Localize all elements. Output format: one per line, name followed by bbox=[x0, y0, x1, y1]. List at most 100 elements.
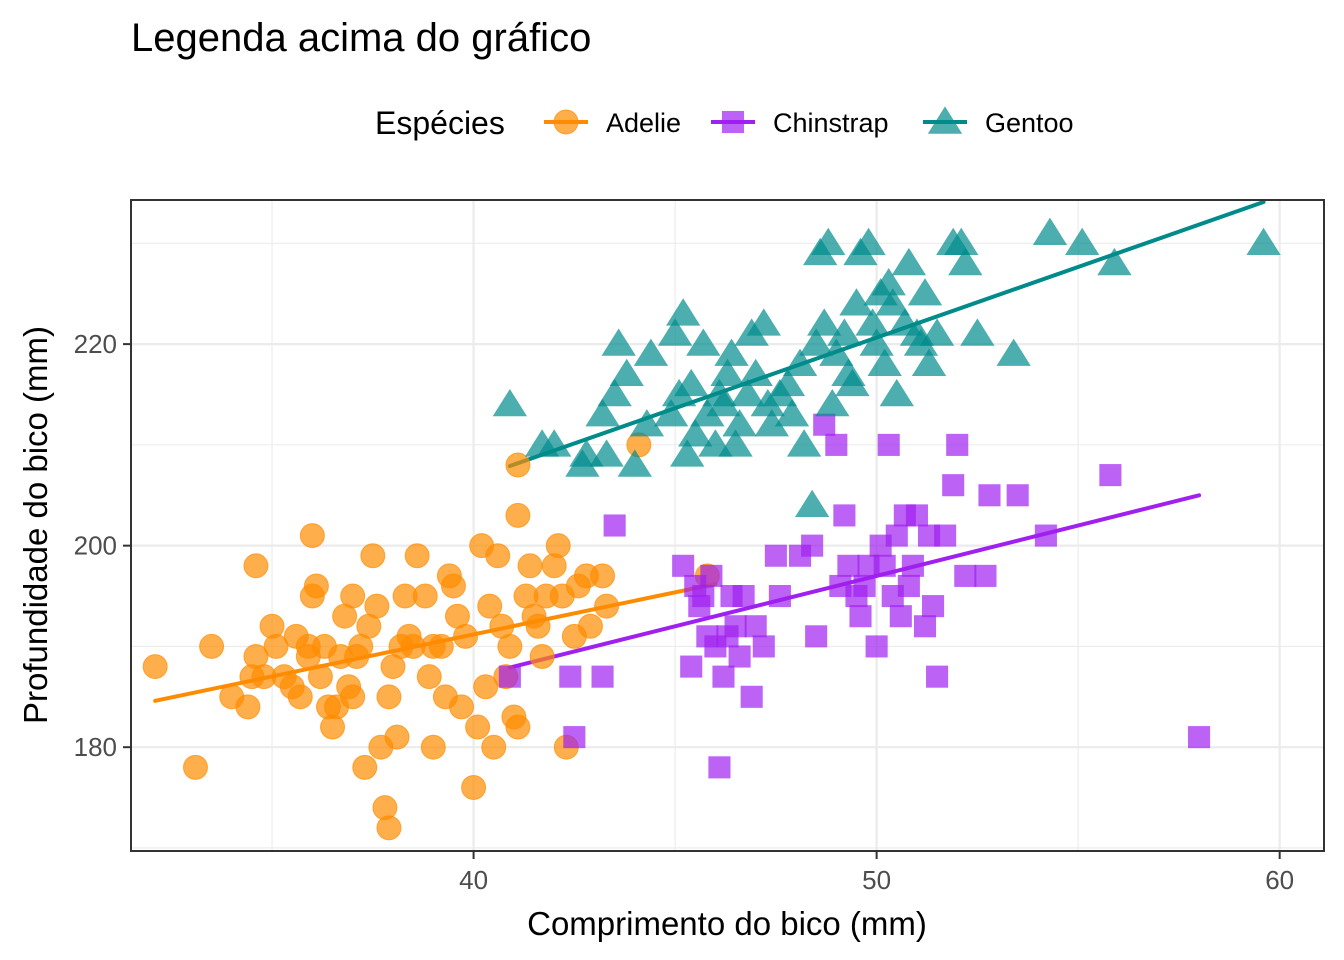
point-adelie bbox=[344, 644, 370, 670]
point-gentoo bbox=[734, 318, 769, 346]
point-chinstrap bbox=[716, 625, 739, 648]
point-gentoo bbox=[815, 388, 850, 417]
point-adelie bbox=[287, 684, 313, 710]
point-gentoo bbox=[690, 399, 725, 427]
point-chinstrap bbox=[728, 645, 751, 668]
point-gentoo bbox=[891, 247, 927, 276]
point-adelie bbox=[428, 633, 454, 659]
point-adelie bbox=[199, 633, 225, 659]
point-gentoo bbox=[670, 439, 705, 467]
point-chinstrap bbox=[833, 504, 856, 527]
point-chinstrap bbox=[740, 685, 763, 708]
point-adelie bbox=[453, 623, 479, 649]
point-chinstrap bbox=[881, 585, 904, 608]
point-gentoo bbox=[653, 399, 689, 427]
point-adelie bbox=[565, 573, 591, 599]
legend-title: Espécies bbox=[375, 105, 505, 141]
point-gentoo bbox=[786, 429, 822, 457]
point-adelie bbox=[577, 613, 603, 639]
legend-label-chinstrap: Chinstrap bbox=[773, 108, 889, 138]
point-gentoo bbox=[859, 328, 894, 356]
point-chinstrap bbox=[801, 534, 824, 557]
y-tick-label: 220 bbox=[74, 329, 117, 359]
point-adelie bbox=[376, 815, 402, 841]
point-gentoo bbox=[674, 368, 709, 397]
legend-key-gentoo bbox=[927, 106, 963, 134]
point-adelie bbox=[489, 613, 515, 639]
point-gentoo bbox=[722, 409, 757, 437]
point-gentoo bbox=[839, 288, 874, 316]
point-adelie bbox=[432, 684, 458, 710]
point-gentoo bbox=[1097, 247, 1132, 276]
point-chinstrap bbox=[563, 726, 586, 749]
point-gentoo bbox=[944, 227, 979, 256]
point-gentoo bbox=[770, 368, 806, 397]
point-adelie bbox=[525, 613, 551, 639]
point-gentoo bbox=[871, 268, 906, 296]
point-chinstrap bbox=[978, 484, 1001, 507]
point-adelie bbox=[420, 734, 446, 760]
point-gentoo bbox=[617, 449, 652, 477]
point-gentoo bbox=[678, 419, 713, 447]
point-adelie bbox=[517, 553, 543, 579]
point-adelie bbox=[505, 502, 531, 528]
point-gentoo bbox=[706, 388, 741, 417]
point-adelie bbox=[182, 754, 208, 780]
point-chinstrap bbox=[1099, 464, 1122, 487]
point-adelie bbox=[481, 734, 507, 760]
point-gentoo bbox=[633, 338, 669, 366]
point-gentoo bbox=[754, 409, 789, 437]
point-adelie bbox=[235, 694, 261, 720]
point-adelie bbox=[295, 644, 321, 670]
point-gentoo bbox=[629, 409, 665, 437]
point-gentoo bbox=[597, 378, 632, 407]
point-chinstrap bbox=[922, 595, 945, 618]
point-gentoo bbox=[875, 288, 910, 316]
data-points bbox=[142, 217, 1281, 841]
point-chinstrap bbox=[853, 574, 876, 598]
point-gentoo bbox=[730, 378, 765, 407]
point-chinstrap bbox=[1034, 524, 1057, 547]
point-gentoo bbox=[1065, 227, 1100, 256]
point-adelie bbox=[352, 754, 378, 780]
point-adelie bbox=[340, 583, 366, 609]
point-gentoo bbox=[589, 439, 624, 467]
point-chinstrap bbox=[498, 665, 521, 688]
point-chinstrap bbox=[865, 635, 888, 658]
chart-title: Legenda acima do gráfico bbox=[131, 16, 591, 60]
point-chinstrap bbox=[700, 564, 723, 587]
y-tick-label: 200 bbox=[74, 531, 117, 561]
point-gentoo bbox=[718, 429, 753, 457]
point-adelie bbox=[303, 573, 329, 599]
point-chinstrap bbox=[692, 585, 715, 608]
point-chinstrap bbox=[805, 625, 828, 648]
point-gentoo bbox=[714, 338, 749, 366]
point-gentoo bbox=[879, 378, 914, 407]
legend: Espécies Adelie Chinstrap Gentoo bbox=[375, 105, 1074, 141]
point-gentoo bbox=[855, 308, 890, 336]
legend-label-adelie: Adelie bbox=[606, 108, 681, 138]
y-axis-title: Profundidade do bico (mm) bbox=[17, 326, 54, 724]
point-adelie bbox=[501, 704, 527, 730]
point-adelie bbox=[505, 452, 531, 478]
point-adelie bbox=[360, 543, 386, 569]
point-adelie bbox=[436, 563, 462, 589]
point-gentoo bbox=[948, 247, 983, 276]
point-adelie bbox=[465, 714, 491, 740]
point-gentoo bbox=[794, 489, 830, 518]
point-chinstrap bbox=[813, 413, 836, 436]
point-adelie bbox=[529, 644, 555, 670]
point-chinstrap bbox=[974, 564, 997, 587]
point-chinstrap bbox=[926, 665, 949, 688]
point-gentoo bbox=[960, 318, 995, 346]
x-tick-label: 50 bbox=[862, 865, 891, 895]
point-adelie bbox=[594, 593, 620, 619]
point-chinstrap bbox=[591, 665, 614, 688]
point-chinstrap bbox=[934, 524, 957, 547]
point-gentoo bbox=[666, 298, 701, 326]
point-gentoo bbox=[492, 388, 528, 417]
point-gentoo bbox=[657, 318, 693, 346]
y-axis: 180 200 220 bbox=[74, 329, 131, 762]
point-chinstrap bbox=[877, 433, 900, 456]
point-gentoo bbox=[774, 399, 810, 427]
